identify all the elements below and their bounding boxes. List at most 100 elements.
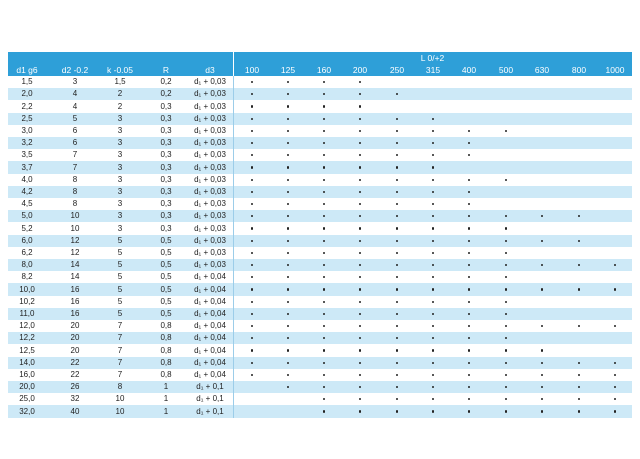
header-separator bbox=[233, 52, 234, 76]
cell: 0,5 bbox=[160, 296, 172, 306]
cell: 4 bbox=[72, 89, 78, 99]
availability-dot bbox=[504, 361, 508, 364]
availability-dot bbox=[286, 202, 290, 206]
availability-dot bbox=[395, 190, 399, 194]
cell: 5,0 bbox=[21, 211, 33, 221]
cell: 3 bbox=[117, 150, 123, 160]
cell: 0,5 bbox=[160, 260, 172, 270]
availability-dot bbox=[395, 276, 399, 279]
cell: 0,3 bbox=[160, 138, 172, 148]
availability-dot bbox=[286, 117, 290, 120]
availability-dot bbox=[395, 129, 399, 133]
cell: 5 bbox=[117, 248, 123, 257]
availability-dot bbox=[395, 385, 399, 389]
row-bg bbox=[8, 124, 632, 137]
availability-dot bbox=[431, 349, 435, 352]
cell: 6 bbox=[72, 126, 78, 135]
availability-dot bbox=[358, 117, 362, 120]
cell: 8 bbox=[72, 187, 78, 196]
cell: 0,3 bbox=[160, 223, 172, 233]
cell: 10 bbox=[115, 394, 125, 404]
availability-dot bbox=[250, 337, 254, 340]
availability-dot bbox=[322, 154, 326, 157]
cell: 4,0 bbox=[21, 174, 33, 184]
availability-dot bbox=[250, 251, 254, 255]
availability-dot bbox=[467, 300, 471, 303]
availability-dot bbox=[431, 385, 435, 389]
availability-dot bbox=[431, 337, 435, 340]
availability-dot bbox=[395, 215, 399, 218]
availability-dot bbox=[358, 361, 362, 364]
availability-dot bbox=[358, 80, 362, 84]
row-bg bbox=[8, 173, 632, 186]
availability-dot bbox=[540, 215, 544, 218]
column-header: 500 bbox=[498, 65, 514, 75]
availability-dot bbox=[467, 276, 471, 279]
cell: 3 bbox=[117, 126, 123, 135]
availability-dot bbox=[358, 337, 362, 340]
availability-dot bbox=[358, 373, 362, 377]
availability-dot bbox=[467, 251, 471, 255]
header-bg bbox=[8, 52, 632, 76]
row-bg bbox=[8, 100, 632, 113]
availability-dot bbox=[322, 239, 326, 242]
availability-dot bbox=[358, 154, 362, 157]
availability-dot bbox=[431, 227, 435, 230]
availability-dot bbox=[431, 202, 435, 206]
availability-dot bbox=[250, 93, 254, 96]
row-bg bbox=[8, 161, 632, 174]
cell: 1,5 bbox=[21, 77, 33, 87]
cell: 10 bbox=[70, 211, 80, 221]
availability-dot bbox=[504, 215, 508, 218]
availability-dot bbox=[577, 410, 581, 413]
availability-dot bbox=[504, 337, 508, 340]
availability-dot bbox=[250, 178, 254, 181]
availability-dot bbox=[613, 288, 617, 291]
cell: 7 bbox=[117, 345, 123, 355]
availability-dot bbox=[504, 239, 508, 242]
availability-dot bbox=[467, 202, 471, 206]
cell: d₁ + 0,03 bbox=[194, 211, 226, 221]
cell: d₁ + 0,1 bbox=[196, 406, 224, 416]
availability-dot bbox=[577, 288, 581, 291]
row-bg bbox=[8, 246, 632, 259]
cell: 0,3 bbox=[160, 162, 172, 172]
cell: 5 bbox=[117, 296, 123, 306]
cell: 20 bbox=[70, 345, 80, 355]
availability-dot bbox=[467, 361, 471, 364]
cell: 0,3 bbox=[160, 187, 172, 196]
cell: d₁ + 0,04 bbox=[194, 309, 226, 318]
row-bg bbox=[8, 405, 632, 418]
column-header: 250 bbox=[389, 65, 405, 75]
row-bg bbox=[8, 88, 632, 101]
availability-dot bbox=[540, 288, 544, 291]
availability-dot bbox=[613, 361, 617, 364]
availability-dot bbox=[395, 373, 399, 377]
availability-dot bbox=[286, 324, 290, 328]
availability-dot bbox=[322, 141, 326, 145]
cell: 20 bbox=[70, 333, 80, 343]
cell: 3,5 bbox=[21, 150, 33, 160]
availability-dot bbox=[504, 129, 508, 133]
availability-dot bbox=[504, 251, 508, 255]
cell: d₁ + 0,03 bbox=[194, 174, 226, 184]
availability-dot bbox=[431, 251, 435, 255]
availability-dot bbox=[504, 288, 508, 291]
availability-dot bbox=[504, 178, 508, 181]
availability-dot bbox=[286, 178, 290, 181]
availability-dot bbox=[540, 361, 544, 364]
cell: 3 bbox=[117, 187, 123, 196]
cell: 26 bbox=[70, 382, 80, 392]
availability-dot bbox=[250, 154, 254, 157]
availability-dot bbox=[395, 398, 399, 401]
availability-dot bbox=[467, 373, 471, 377]
cell: 3 bbox=[117, 162, 123, 172]
column-header: 630 bbox=[534, 65, 550, 75]
availability-dot bbox=[250, 288, 254, 291]
availability-dot bbox=[286, 288, 290, 291]
availability-dot bbox=[431, 361, 435, 364]
cell: 8 bbox=[117, 382, 123, 392]
availability-dot bbox=[322, 373, 326, 377]
row-bg bbox=[8, 76, 632, 89]
cell: 0,5 bbox=[160, 284, 172, 294]
